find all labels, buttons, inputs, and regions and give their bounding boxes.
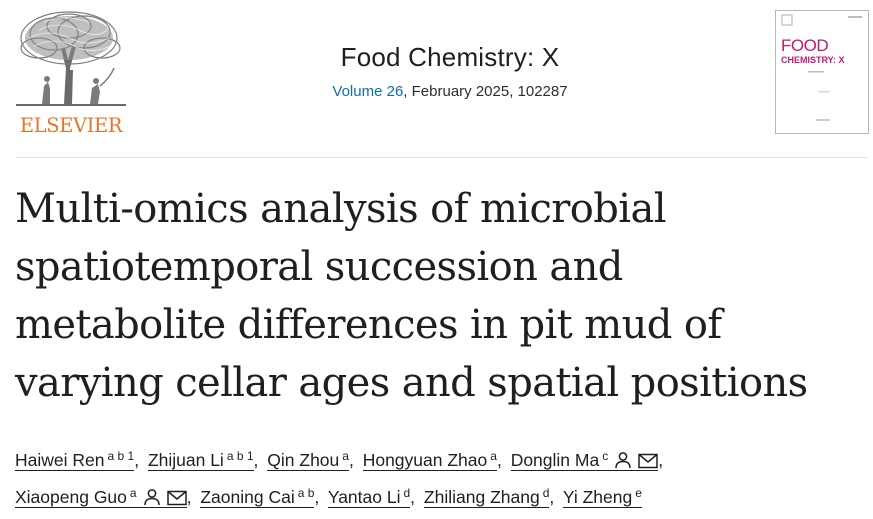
affiliation-marker: a: [490, 449, 497, 463]
journal-cover-thumbnail[interactable]: FOOD CHEMISTRY: X: [775, 10, 869, 134]
author-name: Zhijuan Li: [147, 450, 224, 470]
header-divider: [16, 157, 868, 158]
envelope-icon: [166, 490, 187, 506]
title-line: metabolite differences in pit mud of: [15, 302, 722, 348]
issue-date-article-number: , February 2025, 102287: [403, 83, 568, 100]
envelope-icon: [638, 453, 658, 469]
affiliation-marker: c: [602, 449, 609, 463]
author-name: Yantao Li: [327, 487, 401, 507]
author-link[interactable]: Yi Zheng e: [562, 486, 642, 508]
affiliation-marker: d: [403, 486, 411, 500]
author-name: Yi Zheng: [562, 487, 633, 507]
title-line: Multi-omics analysis of microbial: [15, 186, 667, 232]
author-name: Donglin Ma: [510, 450, 600, 470]
title-line: spatiotemporal succession and: [15, 244, 623, 290]
affiliation-marker: a b: [297, 486, 315, 500]
author-link[interactable]: Haiwei Ren a b 1: [15, 449, 135, 471]
article-title: Multi-omics analysis of microbial spatio…: [15, 180, 865, 412]
author-link[interactable]: Donglin Ma c: [510, 449, 659, 471]
elsevier-logo[interactable]: ELSEVIER: [14, 8, 128, 137]
tree-icon: [16, 11, 126, 106]
affiliation-marker: d: [542, 486, 550, 500]
article-header: ELSEVIER Food Chemistry: X Volume 26, Fe…: [0, 0, 873, 158]
author-list: Haiwei Ren a b 1, Zhijuan Li a b 1, Qin Zh…: [15, 449, 664, 508]
affiliation-marker: a: [129, 486, 137, 500]
author-name: Xiaopeng Guo: [15, 487, 127, 507]
journal-info: Food Chemistry: X Volume 26, February 20…: [200, 42, 700, 100]
author-name: Qin Zhou: [267, 450, 340, 470]
author-name: Haiwei Ren: [15, 450, 105, 470]
author-name: Hongyuan Zhao: [362, 450, 488, 470]
cover-title-line1: FOOD: [781, 36, 828, 55]
author-link[interactable]: Zaoning Cai a b: [200, 486, 315, 508]
author-link[interactable]: Yantao Li d: [327, 486, 411, 508]
author-link[interactable]: Qin Zhou a: [267, 449, 349, 471]
author-link[interactable]: Zhiliang Zhang d: [423, 486, 550, 508]
author-name: Zaoning Cai: [200, 487, 295, 507]
affiliation-marker: a b 1: [226, 449, 254, 463]
affiliation-marker: a: [342, 449, 349, 463]
author-link[interactable]: Zhijuan Li a b 1: [147, 449, 254, 471]
affiliation-marker: e: [635, 486, 642, 500]
person-icon: [143, 489, 160, 506]
cover-image: FOOD CHEMISTRY: X: [781, 14, 862, 121]
issue-details: Volume 26, February 2025, 102287: [200, 83, 700, 100]
title-line: varying cellar ages and spatial position…: [15, 360, 808, 406]
elsevier-wordmark: ELSEVIER: [19, 114, 123, 137]
person-icon: [615, 452, 631, 469]
affiliation-marker: a b 1: [107, 449, 135, 463]
journal-title[interactable]: Food Chemistry: X: [340, 42, 560, 72]
author-link[interactable]: Xiaopeng Guo a: [15, 486, 187, 508]
volume-link[interactable]: Volume 26: [332, 83, 404, 100]
cover-title-line2: CHEMISTRY: X: [781, 55, 845, 65]
author-link[interactable]: Hongyuan Zhao a: [362, 449, 497, 471]
author-name: Zhiliang Zhang: [423, 487, 540, 507]
